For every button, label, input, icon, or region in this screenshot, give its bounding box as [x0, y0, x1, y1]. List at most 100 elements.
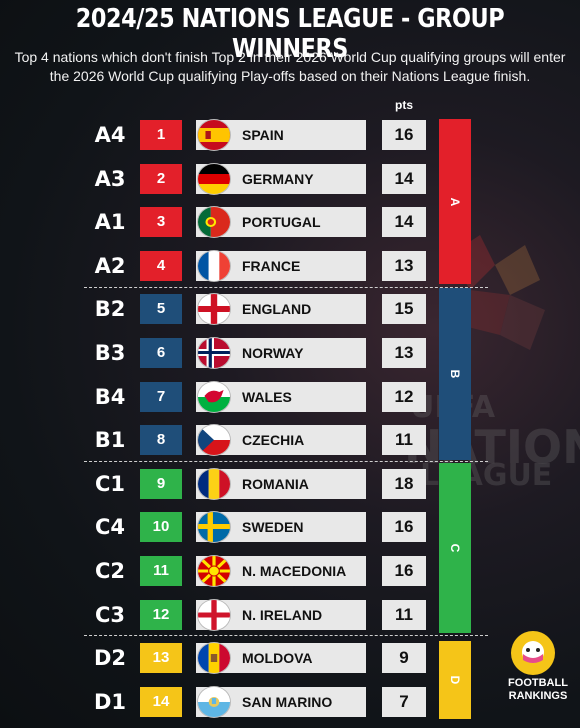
playoff-rank: 2: [140, 164, 182, 194]
nation-cell: NORWAY: [196, 337, 366, 369]
points-value: 15: [382, 294, 426, 324]
table-row: A4 1 SPAIN 16: [0, 119, 430, 151]
nation-name: SWEDEN: [242, 519, 304, 535]
playoff-rank: 12: [140, 600, 182, 630]
page-title: 2024/25 NATIONS LEAGUE - GROUP WINNERS: [75, 4, 505, 64]
table-row: A2 4 FRANCE 13: [0, 250, 430, 282]
playoff-rank: 9: [140, 469, 182, 499]
nation-name: ENGLAND: [242, 301, 312, 317]
football-rankings-logo: [511, 631, 555, 675]
playoff-rank: 13: [140, 643, 182, 673]
group-seed: D1: [93, 690, 127, 714]
league-band-d: D: [439, 641, 471, 719]
nation-cell: ROMANIA: [196, 468, 366, 500]
table-row: A1 3 PORTUGAL 14: [0, 206, 430, 238]
points-value: 7: [382, 687, 426, 717]
points-value: 18: [382, 469, 426, 499]
northern-ireland-flag-icon: [197, 599, 231, 631]
points-column-header: pts: [395, 98, 413, 112]
points-value: 16: [382, 120, 426, 150]
league-band-b: B: [439, 288, 471, 460]
germany-flag-icon: [197, 163, 231, 195]
playoff-rank: 6: [140, 338, 182, 368]
league-band-label: C: [448, 543, 462, 553]
nation-cell: N. IRELAND: [196, 599, 366, 631]
table-row: C4 10 SWEDEN 16: [0, 511, 430, 543]
nation-cell: PORTUGAL: [196, 206, 366, 238]
points-value: 11: [382, 425, 426, 455]
nation-name: SAN MARINO: [242, 694, 333, 710]
playoff-rank: 7: [140, 382, 182, 412]
norway-flag-icon: [197, 337, 231, 369]
group-seed: C1: [94, 472, 126, 496]
group-seed: A4: [94, 123, 126, 147]
points-value: 14: [382, 207, 426, 237]
table-row: B1 8 CZECHIA 11: [0, 424, 430, 456]
czechia-flag-icon: [197, 424, 231, 456]
nation-name: PORTUGAL: [242, 214, 321, 230]
table-row: D1 14 SAN MARINO 7: [0, 686, 430, 718]
table-row: B4 7 WALES 12: [0, 381, 430, 413]
group-seed: C3: [94, 603, 126, 627]
nation-name: N. IRELAND: [242, 607, 323, 623]
france-flag-icon: [197, 250, 231, 282]
points-value: 14: [382, 164, 426, 194]
table-row: B2 5 ENGLAND 15: [0, 293, 430, 325]
nation-name: ROMANIA: [242, 476, 309, 492]
group-seed: B4: [94, 385, 126, 409]
table-row: B3 6 NORWAY 13: [0, 337, 430, 369]
group-seed: C4: [94, 515, 126, 539]
divider-a-b: [84, 287, 488, 288]
nation-name: NORWAY: [242, 345, 304, 361]
playoff-rank: 4: [140, 251, 182, 281]
nation-name: WALES: [242, 389, 292, 405]
league-band-label: A: [448, 197, 462, 206]
points-value: 11: [382, 600, 426, 630]
group-seed: A2: [94, 254, 126, 278]
points-value: 16: [382, 512, 426, 542]
north-macedonia-flag-icon: [197, 555, 231, 587]
group-seed: B1: [94, 428, 126, 452]
divider-c-d: [84, 635, 488, 636]
group-seed: A1: [94, 210, 126, 234]
nation-name: MOLDOVA: [242, 650, 313, 666]
points-value: 9: [382, 643, 426, 673]
nation-cell: CZECHIA: [196, 424, 366, 456]
playoff-rank: 14: [140, 687, 182, 717]
sweden-flag-icon: [197, 511, 231, 543]
table-row: C3 12 N. IRELAND 11: [0, 599, 430, 631]
nation-name: N. MACEDONIA: [242, 563, 347, 579]
nation-cell: SWEDEN: [196, 511, 366, 543]
nation-cell: GERMANY: [196, 163, 366, 195]
table-row: A3 2 GERMANY 14: [0, 163, 430, 195]
nation-cell: MOLDOVA: [196, 642, 366, 674]
england-flag-icon: [197, 293, 231, 325]
points-value: 13: [382, 338, 426, 368]
subtitle: Top 4 nations which don't finish Top 2 i…: [14, 49, 566, 84]
points-value: 12: [382, 382, 426, 412]
points-value: 13: [382, 251, 426, 281]
nation-name: FRANCE: [242, 258, 301, 274]
nation-cell: FRANCE: [196, 250, 366, 282]
table-row: C1 9 ROMANIA 18: [0, 468, 430, 500]
spain-flag-icon: [197, 119, 231, 151]
group-seed: B3: [94, 341, 126, 365]
table-row: C2 11 N. MACEDONIA 16: [0, 555, 430, 587]
san-marino-flag-icon: [197, 686, 231, 718]
nation-name: GERMANY: [242, 171, 314, 187]
table-row: D2 13 MOLDOVA 9: [0, 642, 430, 674]
league-band-label: B: [448, 369, 462, 379]
playoff-rank: 5: [140, 294, 182, 324]
group-seed: A3: [94, 167, 126, 191]
playoff-rank: 10: [140, 512, 182, 542]
playoff-rank: 8: [140, 425, 182, 455]
nation-cell: WALES: [196, 381, 366, 413]
playoff-rank: 11: [140, 556, 182, 586]
league-band-a: A: [439, 119, 471, 284]
group-seed: C2: [94, 559, 126, 583]
romania-flag-icon: [197, 468, 231, 500]
league-band-label: D: [448, 675, 462, 685]
points-value: 16: [382, 556, 426, 586]
nation-name: CZECHIA: [242, 432, 305, 448]
